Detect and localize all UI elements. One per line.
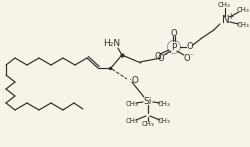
- Text: CH₃: CH₃: [157, 118, 170, 124]
- Text: CH₃: CH₃: [125, 118, 138, 124]
- Text: ⁻: ⁻: [163, 51, 167, 61]
- Text: ⁻: ⁻: [189, 51, 193, 61]
- Text: O: O: [170, 29, 176, 37]
- Text: N: N: [221, 15, 229, 25]
- Text: O: O: [154, 51, 160, 61]
- Text: CH₃: CH₃: [157, 101, 170, 107]
- Text: O: O: [186, 41, 192, 51]
- Text: H₂N: H₂N: [103, 39, 120, 47]
- Text: CH₃: CH₃: [141, 121, 154, 127]
- Text: CH₃: CH₃: [125, 101, 138, 107]
- Text: ·O: ·O: [128, 76, 138, 85]
- Text: Si: Si: [143, 96, 152, 106]
- Text: CH₃: CH₃: [216, 2, 229, 8]
- Text: +: +: [227, 11, 233, 20]
- Text: P: P: [170, 42, 176, 51]
- Text: CH₃: CH₃: [236, 7, 248, 13]
- Text: O: O: [157, 54, 164, 62]
- Text: O: O: [183, 54, 190, 62]
- Text: CH₃: CH₃: [236, 22, 248, 28]
